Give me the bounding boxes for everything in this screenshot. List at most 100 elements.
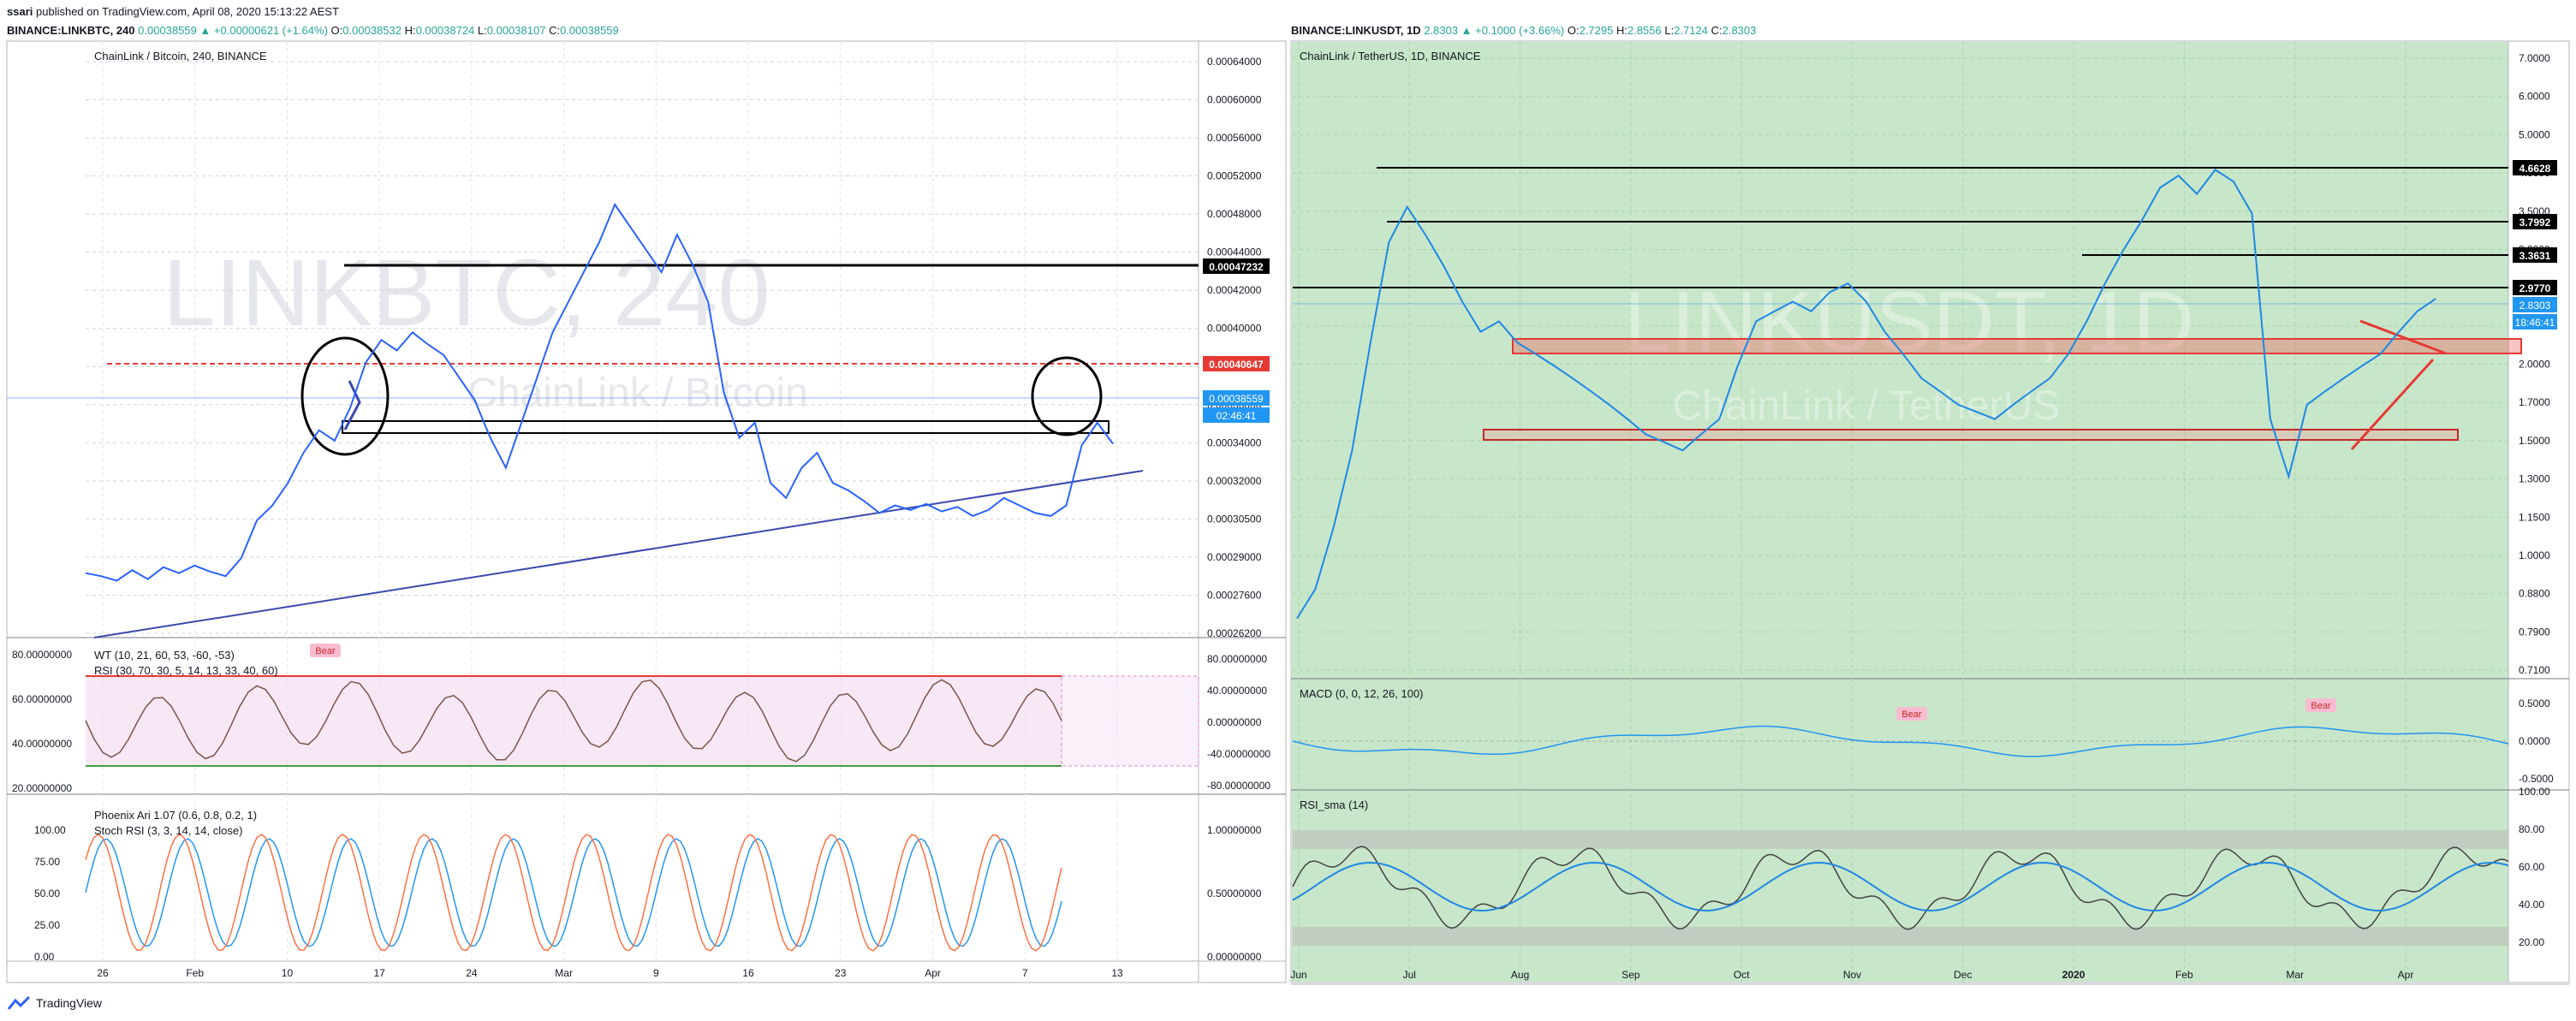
left-ind2-left-tick: 25.00 bbox=[34, 919, 60, 931]
right-price-tick: 2.0000 bbox=[2519, 359, 2550, 371]
left-level-label-box bbox=[1203, 258, 1270, 274]
right-triangle-lower[interactable] bbox=[2350, 358, 2435, 451]
right-support-box[interactable] bbox=[1483, 429, 2459, 441]
left-red-label: 0.00040647 bbox=[1209, 359, 1264, 371]
left-watermark-name: ChainLink / Bitcoin bbox=[467, 371, 808, 416]
left-time-tick: Feb bbox=[186, 967, 204, 979]
right-change: 2.8303 ▲ +0.1000 (+3.66%) bbox=[1424, 24, 1565, 37]
right-price-tick: 5.0000 bbox=[2519, 128, 2550, 140]
left-ind1-left-tick: 40.00000000 bbox=[12, 738, 72, 750]
left-price-series[interactable] bbox=[85, 202, 1114, 582]
right-price-tick: 1.3000 bbox=[2519, 473, 2550, 485]
right-last-label: 2.8303 bbox=[2519, 300, 2551, 312]
right-price-tick: 0.7100 bbox=[2519, 664, 2550, 676]
left-time-tick: 13 bbox=[1111, 967, 1123, 979]
right-time-tick: Oct bbox=[1734, 969, 1750, 981]
left-ind1-right-tick: -40.00000000 bbox=[1207, 748, 1270, 760]
right-time-tick: Sep bbox=[1621, 969, 1640, 981]
left-chart-title: ChainLink / Bitcoin, 240, BINANCE bbox=[94, 50, 267, 62]
right-ind1-tick: 0.0000 bbox=[2519, 735, 2550, 747]
left-ind2-right-tick: 1.00000000 bbox=[1207, 824, 1262, 836]
left-wt-series bbox=[85, 679, 1062, 763]
right-price-tick: 7.0000 bbox=[2519, 52, 2550, 64]
left-circle-annotation-1[interactable] bbox=[300, 336, 390, 456]
left-ind1-left-tick: 80.00000000 bbox=[12, 649, 72, 661]
right-rsi-sma-series bbox=[1292, 861, 2509, 912]
right-l1-label: 4.6628 bbox=[2519, 163, 2551, 175]
left-ind1-right-tick: 40.00000000 bbox=[1207, 685, 1267, 697]
right-resistance-box[interactable] bbox=[1512, 338, 2522, 354]
left-price-tick: 0.00040000 bbox=[1207, 323, 1262, 335]
right-symbol[interactable]: BINANCE:LINKUSDT, 1D bbox=[1291, 24, 1421, 37]
right-last-box bbox=[2513, 297, 2557, 312]
right-chart-title: ChainLink / TetherUS, 1D, BINANCE bbox=[1300, 50, 1481, 62]
right-chart[interactable]: LINKUSDT, 1D ChainLink / TetherUS ChainL… bbox=[1290, 40, 2570, 985]
right-watermark-name: ChainLink / TetherUS bbox=[1673, 383, 2061, 429]
left-last-label-box bbox=[1203, 390, 1270, 406]
right-price-tick: 1.7000 bbox=[2519, 396, 2550, 408]
left-symbol[interactable]: BINANCE:LINKBTC, 240 bbox=[7, 24, 135, 37]
left-time-tick: Mar bbox=[555, 967, 573, 979]
left-price-tick: 0.00029000 bbox=[1207, 551, 1262, 563]
left-ind1-right-tick: 80.00000000 bbox=[1207, 653, 1267, 665]
left-ind2-subtitle: Stoch RSI (3, 3, 14, 14, close) bbox=[94, 824, 242, 837]
left-ind2-left-tick: 0.00 bbox=[34, 951, 55, 963]
right-l4-label: 2.9770 bbox=[2519, 282, 2551, 294]
right-time-tick: Jun bbox=[1290, 969, 1306, 981]
right-l2-label: 3.7992 bbox=[2519, 217, 2551, 229]
right-ind2-tick: 60.00 bbox=[2519, 861, 2544, 873]
left-phoenix-series bbox=[85, 834, 1062, 952]
tradingview-logo[interactable]: TradingView bbox=[7, 995, 102, 1011]
left-ind2-left-tick: 50.00 bbox=[34, 887, 60, 899]
right-ind1-axis: 0.5000 0.0000 -0.5000 bbox=[2519, 697, 2554, 785]
right-close: 2.8303 bbox=[1722, 24, 1757, 37]
left-circle-annotation-2[interactable] bbox=[1031, 356, 1103, 436]
left-h-label: H: bbox=[404, 24, 416, 37]
right-triangle-upper[interactable] bbox=[2359, 319, 2447, 355]
left-time-tick: 23 bbox=[835, 967, 847, 979]
left-time-axis[interactable]: 26 Feb 10 17 24 Mar 9 16 23 Apr 7 13 bbox=[97, 967, 1123, 979]
right-l1-box bbox=[2513, 160, 2557, 175]
left-stoch-series bbox=[85, 838, 1062, 947]
left-support-box[interactable] bbox=[342, 420, 1110, 434]
left-bear-tag-box bbox=[310, 644, 341, 657]
left-chart[interactable]: LINKBTC, 240 ChainLink / Bitcoin ChainLi… bbox=[6, 40, 1287, 983]
right-c-label: C: bbox=[1710, 24, 1722, 37]
left-bear-tag: Bear bbox=[315, 646, 336, 656]
left-high: 0.00038724 bbox=[415, 24, 475, 37]
left-time-tick: 9 bbox=[653, 967, 659, 979]
right-time-tick: Mar bbox=[2286, 969, 2304, 981]
left-ohlc-bar: BINANCE:LINKBTC, 240 0.00038559 ▲ +0.000… bbox=[7, 24, 619, 37]
right-ind1-title: MACD (0, 0, 12, 26, 100) bbox=[1300, 687, 1424, 700]
left-time-tick: 10 bbox=[282, 967, 294, 979]
left-price-tick: 0.00048000 bbox=[1207, 208, 1262, 220]
left-arrow-annotation[interactable] bbox=[343, 380, 361, 430]
left-price-tick: 0.00030500 bbox=[1207, 513, 1262, 525]
right-l3-label: 3.3631 bbox=[2519, 250, 2551, 262]
tradingview-brand: TradingView bbox=[36, 996, 103, 1010]
author-name[interactable]: ssari bbox=[7, 5, 33, 18]
right-price-series[interactable] bbox=[1296, 169, 2436, 620]
right-ind2-tick: 80.00 bbox=[2519, 823, 2544, 835]
right-ind2-tick: 20.00 bbox=[2519, 936, 2544, 948]
right-ind1-tick: 0.5000 bbox=[2519, 697, 2550, 709]
right-time-axis[interactable]: Jun Jul Aug Sep Oct Nov Dec 2020 Feb Mar Apr bbox=[1290, 969, 2413, 981]
left-time-tick: 7 bbox=[1022, 967, 1028, 979]
left-low: 0.00038107 bbox=[486, 24, 546, 37]
publish-header: ssari published on TradingView.com, Apri… bbox=[7, 5, 339, 18]
left-ind1-right-tick: 0.00000000 bbox=[1207, 716, 1262, 728]
right-l3-box bbox=[2513, 247, 2557, 263]
left-close: 0.00038559 bbox=[560, 24, 619, 37]
right-time-tick: Dec bbox=[1954, 969, 1972, 981]
left-trendline[interactable] bbox=[93, 470, 1144, 638]
right-bear-tag-1-box bbox=[1896, 707, 1927, 721]
right-bear-tag-2-box bbox=[2305, 698, 2336, 712]
left-watermark-symbol: LINKBTC, 240 bbox=[163, 240, 770, 346]
right-rsi-oversold-band bbox=[1293, 927, 2508, 946]
right-bear-tag-2: Bear bbox=[2311, 701, 2331, 711]
right-l-label: L: bbox=[1664, 24, 1675, 37]
left-ind1-right-tick: -80.00000000 bbox=[1207, 780, 1270, 792]
right-rsi-overbought-band bbox=[1293, 830, 2508, 849]
right-time-tick: Apr bbox=[2398, 969, 2414, 981]
